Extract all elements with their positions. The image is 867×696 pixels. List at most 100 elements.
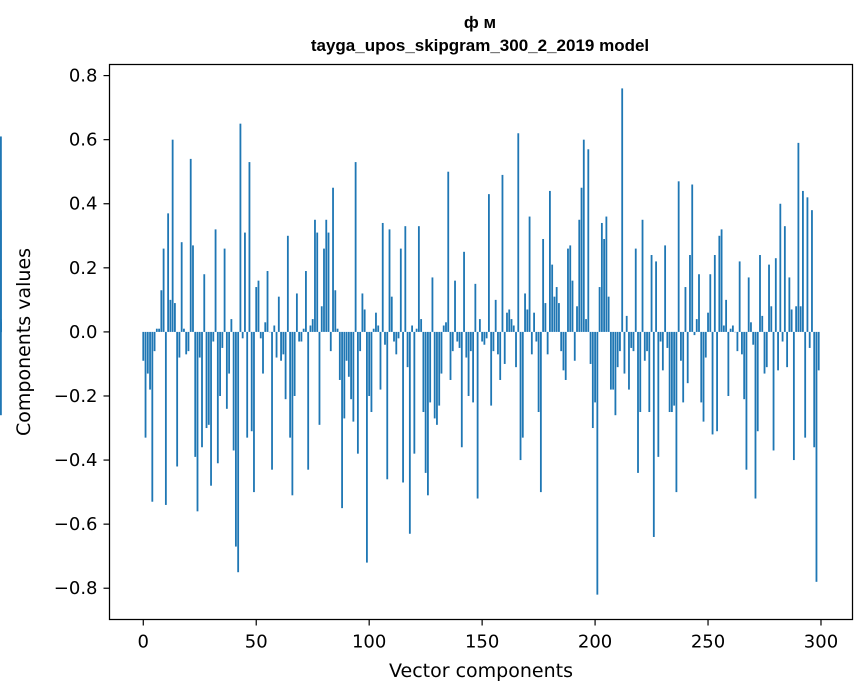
bar-22 [192,245,194,332]
bar-39 [230,319,233,332]
bar-17 [180,242,183,332]
bar-28 [205,331,208,429]
bar-122 [417,226,420,332]
bar-194 [580,187,583,332]
bar-228 [657,331,660,457]
bar-31 [212,331,215,342]
bar-236 [675,331,678,493]
bar-185 [560,331,563,352]
bar-265 [741,331,743,355]
bar-124 [422,331,425,413]
bar-136 [449,331,452,380]
bar-176 [539,331,542,493]
bar-27 [203,274,206,332]
bar-234 [670,331,673,413]
bar-208 [612,331,615,390]
bar-127 [429,331,432,403]
bar-62 [282,331,285,355]
bar-123 [420,319,423,332]
bar-101 [370,331,373,413]
bar-131 [438,331,441,406]
bar-249 [704,331,707,358]
bar-198 [589,331,592,364]
bar-155 [492,331,495,352]
bar-0 [142,331,145,361]
y-tick-label: −0.4 [54,450,98,471]
bar-180 [549,190,551,332]
x-tick-label: 0 [138,632,149,653]
bar-133 [442,325,445,332]
bar-248 [702,331,705,422]
bar-219 [637,331,639,473]
bar-14 [174,303,176,332]
bar-241 [686,331,689,384]
bar-94 [354,162,357,332]
bar-130 [436,331,438,425]
bar-128 [431,277,434,332]
bar-172 [530,331,533,355]
bar-167 [519,331,522,461]
bar-218 [634,248,637,332]
bar-89 [343,331,346,419]
bar-182 [553,296,556,332]
bar-43 [239,123,242,332]
bar-11 [167,213,170,332]
bar-207 [609,331,612,390]
bar-277 [768,264,770,332]
x-tick-label: 150 [465,632,499,653]
bar-181 [551,264,554,332]
y-tick-label: 0.2 [69,258,98,279]
bar-291 [799,306,802,332]
bar-146 [472,331,474,403]
bar-undefined [0,331,2,416]
bar-32 [214,229,217,332]
bar-121 [415,328,418,332]
bar-199 [591,331,594,429]
bar-231 [664,245,667,332]
bar-18 [183,328,185,332]
bar-58 [273,325,276,332]
bar-165 [515,331,517,368]
bar-20 [187,331,190,352]
bar-86 [336,328,339,332]
bar-179 [546,331,549,355]
bar-48 [250,331,253,432]
bar-139 [456,331,459,342]
bar-285 [786,331,789,368]
y-tick-label: 0.6 [69,130,98,151]
bar-154 [490,331,493,406]
bar-109 [388,229,391,332]
bar-244 [693,331,696,336]
bar-183 [555,287,558,332]
bar-84 [332,187,334,332]
bar-239 [682,331,685,403]
bar-67 [293,331,296,396]
bar-258 [725,299,728,332]
bars-group [0,88,820,595]
bar-271 [754,331,757,499]
bar-215 [628,331,630,390]
bar-77 [316,232,319,332]
bar-254 [716,331,718,432]
bar-119 [411,325,414,332]
bar-264 [738,261,741,332]
bar-108 [386,331,389,480]
bar-189 [569,245,572,332]
bar-147 [474,283,477,332]
bar-69 [298,331,301,342]
bar-197 [587,149,590,332]
bar-168 [521,331,524,438]
bar-157 [497,331,499,355]
bar-33 [216,331,219,464]
bar-274 [761,315,764,332]
bar-272 [756,331,759,432]
bar-217 [632,331,635,352]
bar-undefined [0,319,2,332]
bar-287 [790,309,793,332]
bar-15 [176,331,179,467]
bar-112 [395,331,398,355]
bar-106 [381,222,384,332]
bar-135 [447,171,450,332]
y-tick-label: 0.0 [69,322,98,343]
bar-210 [616,331,619,368]
